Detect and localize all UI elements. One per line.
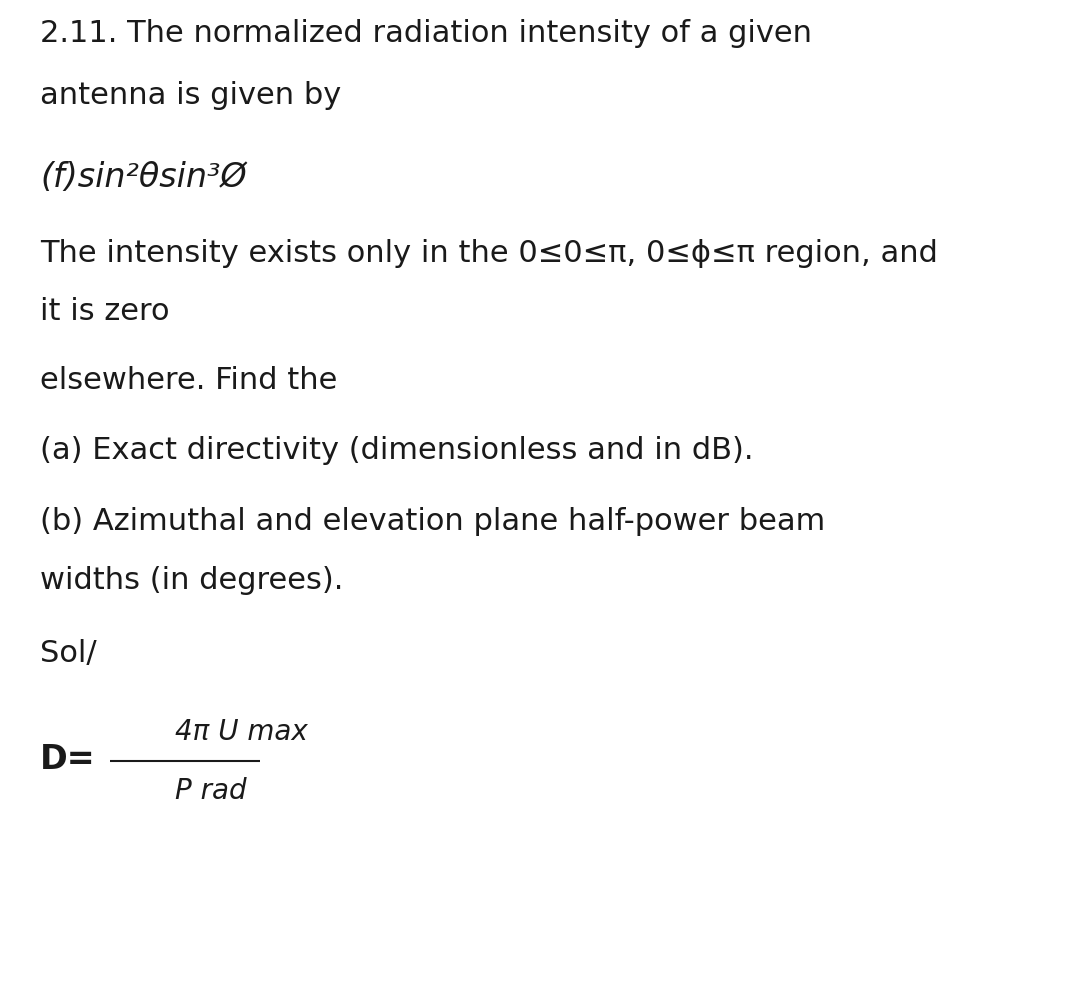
Text: Sol/: Sol/ [40, 639, 96, 668]
Text: P rad: P rad [175, 777, 246, 805]
Text: The intensity exists only in the 0≤0≤π, 0≤ϕ≤π region, and: The intensity exists only in the 0≤0≤π, … [40, 239, 937, 268]
Text: (a) Exact directivity (dimensionless and in dB).: (a) Exact directivity (dimensionless and… [40, 436, 754, 465]
Text: 2.11. The normalized radiation intensity of a given: 2.11. The normalized radiation intensity… [40, 19, 812, 48]
Text: 4π U max: 4π U max [175, 718, 308, 746]
Text: antenna is given by: antenna is given by [40, 81, 341, 110]
Text: it is zero: it is zero [40, 297, 170, 326]
Text: (b) Azimuthal and elevation plane half-power beam: (b) Azimuthal and elevation plane half-p… [40, 507, 825, 536]
Text: D=: D= [40, 743, 96, 776]
Text: (f)sin²θsin³Ø: (f)sin²θsin³Ø [40, 161, 246, 194]
Text: elsewhere. Find the: elsewhere. Find the [40, 366, 337, 395]
Text: widths (in degrees).: widths (in degrees). [40, 566, 343, 595]
